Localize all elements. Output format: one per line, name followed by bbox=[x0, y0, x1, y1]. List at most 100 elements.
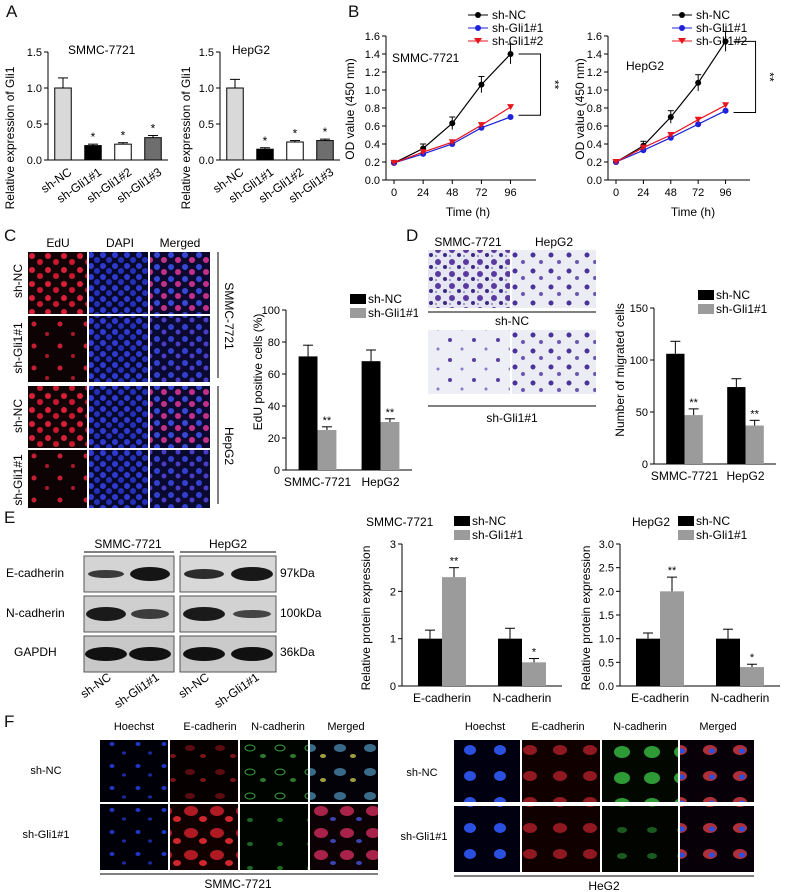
blot-lane-4: sh-Gli1#1 bbox=[212, 670, 262, 711]
y-tick-label: 1.0 bbox=[365, 85, 380, 97]
significance-mark: ** bbox=[323, 415, 332, 427]
if-image bbox=[100, 804, 168, 870]
panel-d-transwell: SMMC-7721 HepG2 sh-NC sh-Gli1#1 bbox=[420, 234, 612, 470]
dapi-image bbox=[89, 252, 148, 314]
x-tick-label: N-cadherin bbox=[493, 691, 552, 705]
panel-c-cell-smmc: SMMC-7721 bbox=[222, 282, 236, 350]
panel-label-e: E bbox=[4, 508, 16, 527]
y-tick-label: 100 bbox=[262, 305, 280, 317]
panel-a-ylabel: Relative expression of Gli1 bbox=[3, 66, 17, 209]
significance-bracket bbox=[733, 40, 757, 113]
panel-f-cell-smmc: SMMC-7721 bbox=[204, 877, 272, 891]
data-point bbox=[695, 79, 702, 86]
blot-size-gapdh: 36kDa bbox=[280, 645, 315, 659]
panel-e-legend: sh-NC sh-Gli1#1 bbox=[454, 514, 524, 542]
y-tick-label: 60 bbox=[268, 369, 280, 381]
legend-sh-gli1-1: sh-Gli1#1 bbox=[716, 302, 768, 316]
significance-mark: * bbox=[121, 129, 126, 143]
blot-band bbox=[233, 610, 271, 618]
legend-sh-gli1-1-2: sh-Gli1#1 bbox=[696, 528, 748, 542]
panel-label-a: A bbox=[6, 2, 18, 21]
bar bbox=[286, 141, 304, 161]
panel-e-title-hepg2: HepG2 bbox=[632, 515, 670, 529]
edu-image bbox=[28, 252, 87, 314]
panel-f-col-ncad-2: N-cadherin bbox=[613, 721, 667, 733]
if-image bbox=[100, 740, 168, 802]
panel-e-blot: SMMC-7721 HepG2 E-cadherin N-cadherin GA… bbox=[0, 534, 340, 714]
panel-d-cell-smmc: SMMC-7721 bbox=[434, 235, 502, 249]
y-tick-label: 0.5 bbox=[599, 657, 614, 669]
x-tick-label: SMMC-7721 bbox=[651, 469, 719, 483]
if-image bbox=[310, 804, 378, 870]
y-tick-label: 0.0 bbox=[199, 155, 214, 167]
panel-a-chart-hepg2: Relative expression of Gli1 HepG2 0.0 0.5… bbox=[179, 43, 340, 209]
panel-f-col-merged-2: Merged bbox=[699, 721, 736, 733]
y-tick-label: 0.0 bbox=[365, 175, 380, 187]
panel-b-title-hepg2: HepG2 bbox=[626, 59, 664, 73]
x-tick-label: E-cadherin bbox=[631, 691, 689, 705]
x-tick-label: 72 bbox=[475, 187, 487, 199]
bar bbox=[636, 638, 660, 686]
y-tick-label: 150 bbox=[630, 303, 648, 315]
panel-a-chart-smmc: Relative expression of Gli1 SMMC-7721 0.… bbox=[3, 43, 168, 209]
panel-c-row-1: sh-NC bbox=[11, 264, 25, 298]
blot-lane-2: sh-Gli1#1 bbox=[112, 670, 162, 711]
x-tick-label: 48 bbox=[446, 187, 458, 199]
panel-d-row-1: sh-NC bbox=[495, 314, 529, 328]
panel-c-col-edu: EdU bbox=[46, 236, 69, 250]
panel-f-row-2-2: sh-Gli1#1 bbox=[400, 831, 447, 843]
x-tick-label: 0 bbox=[613, 187, 619, 199]
bar bbox=[442, 577, 466, 686]
blot-band bbox=[130, 567, 170, 581]
data-point bbox=[722, 107, 729, 114]
significance-bracket bbox=[518, 53, 542, 116]
x-tick-label: N-cadherin bbox=[711, 691, 770, 705]
panel-c-ylabel: EdU positive cells (%) bbox=[251, 314, 265, 431]
panel-b-chart-smmc: OD value (450 nm) Time (h) SMMC-7721 0.0… bbox=[343, 8, 562, 219]
if-image bbox=[522, 806, 600, 872]
legend-sh-nc: sh-NC bbox=[472, 514, 506, 528]
panel-f-cell-hepg2: HeG2 bbox=[588, 879, 620, 892]
y-tick-label: 1.5 bbox=[599, 610, 614, 622]
panel-b-chart-hepg2: OD value (450 nm) Time (h) HepG2 0.00.20… bbox=[573, 8, 777, 219]
panel-c-plot: 0 20 40 60 80 100 SMMC-7721 ** HepG2 ** bbox=[262, 305, 412, 488]
bar bbox=[317, 430, 337, 470]
y-tick-label: 1.4 bbox=[365, 49, 380, 61]
legend-sh-gli1-1: sh-Gli1#1 bbox=[492, 21, 544, 35]
significance-mark: ** bbox=[450, 556, 459, 568]
y-tick-label: 0.5 bbox=[199, 119, 214, 131]
y-tick-label: 1 bbox=[390, 634, 396, 646]
significance-mark: ** bbox=[386, 407, 395, 419]
y-tick-label: 40 bbox=[268, 401, 280, 413]
x-tick-label: 48 bbox=[665, 187, 677, 199]
panel-label-f: F bbox=[4, 712, 15, 731]
legend-sh-gli1-1: sh-Gli1#1 bbox=[368, 306, 418, 320]
data-point bbox=[507, 51, 514, 57]
panel-a-title-hepg2: HepG2 bbox=[232, 43, 270, 57]
y-tick-label: 1.2 bbox=[365, 67, 380, 79]
y-tick-label: 0 bbox=[390, 681, 396, 693]
bar bbox=[316, 140, 334, 161]
blot-band bbox=[88, 570, 124, 578]
legend-sh-nc-2: sh-NC bbox=[696, 8, 730, 22]
x-tick-label: 24 bbox=[637, 187, 649, 199]
data-point bbox=[448, 139, 456, 146]
legend-sh-gli1-1: sh-Gli1#1 bbox=[472, 528, 524, 542]
y-tick-label: 0.4 bbox=[365, 139, 380, 151]
panel-c-legend: sh-NC sh-Gli1#1 bbox=[350, 292, 418, 320]
x-tick-label: HepG2 bbox=[726, 469, 764, 483]
if-image bbox=[522, 740, 600, 802]
significance-mark: * bbox=[293, 127, 298, 141]
edu-image bbox=[28, 386, 87, 448]
bar bbox=[745, 425, 764, 464]
x-tick-label: HepG2 bbox=[361, 475, 399, 488]
y-tick-label: 1.6 bbox=[365, 31, 380, 43]
panel-label-d: D bbox=[406, 226, 419, 245]
panel-d-legend: sh-NC sh-Gli1#1 bbox=[698, 288, 768, 316]
bar bbox=[54, 87, 72, 161]
transwell-image bbox=[512, 330, 596, 394]
y-tick-label: 0.5 bbox=[27, 119, 42, 131]
y-tick-label: 1.0 bbox=[599, 634, 614, 646]
panel-c-row-4: sh-Gli1#1 bbox=[11, 454, 25, 506]
bar bbox=[522, 662, 546, 686]
